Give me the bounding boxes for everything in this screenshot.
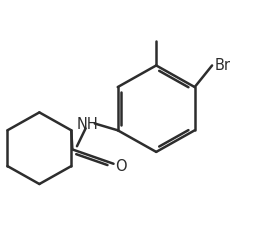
Text: NH: NH bbox=[77, 117, 99, 132]
Text: O: O bbox=[116, 159, 127, 174]
Text: Br: Br bbox=[215, 58, 231, 73]
